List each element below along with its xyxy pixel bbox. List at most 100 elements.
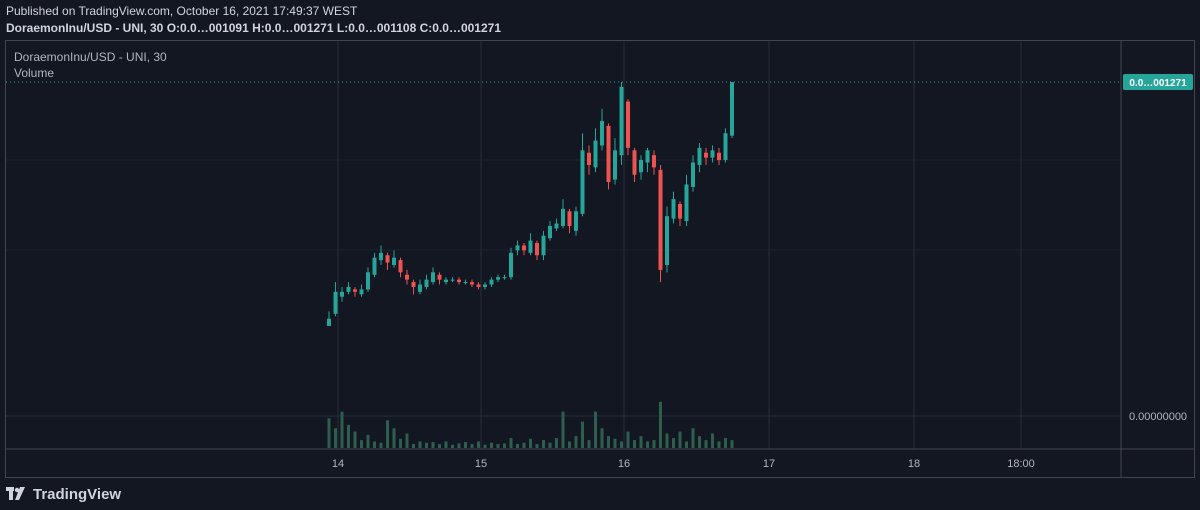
- volume-bar: [659, 401, 662, 448]
- time-tick-label: 16: [618, 458, 630, 470]
- volume-bar: [522, 442, 526, 448]
- published-caption: Published on TradingView.com, October 16…: [6, 4, 358, 18]
- volume-bar: [568, 441, 571, 448]
- volume-bar: [555, 438, 558, 448]
- candle-body: [457, 279, 461, 283]
- candle-body: [327, 318, 331, 326]
- candle-body: [424, 279, 429, 287]
- candle-body: [723, 133, 728, 161]
- candle-body: [574, 211, 578, 231]
- price-tick-zero: 0.00000000: [1129, 411, 1187, 423]
- volume-bar: [490, 442, 493, 448]
- candle-body: [463, 282, 468, 284]
- volume-bar: [594, 411, 597, 448]
- candle-body: [561, 208, 565, 226]
- chart-frame: [5, 40, 1195, 478]
- candle-body: [333, 291, 338, 314]
- candle-body: [385, 255, 390, 263]
- candle-body: [691, 162, 695, 187]
- volume-bar: [535, 444, 539, 448]
- candle-body: [359, 289, 364, 295]
- legend-volume: Volume: [14, 66, 55, 80]
- time-tick-label: 17: [763, 458, 775, 470]
- volume-bar: [613, 438, 617, 448]
- candle-body: [619, 86, 624, 156]
- time-tick-label: 18: [908, 458, 920, 470]
- volume-bar: [373, 441, 376, 448]
- volume-bar: [340, 411, 344, 448]
- volume-bar: [496, 444, 500, 448]
- candle-body: [366, 272, 370, 290]
- candle-body: [340, 291, 344, 297]
- close-label: C:: [419, 21, 433, 35]
- candle-body: [392, 257, 396, 265]
- candle-body: [398, 260, 403, 273]
- volume-bar: [451, 444, 454, 448]
- chart-axes: 0.0…001271 0.00000000 14 15 16 17 18 18:00: [6, 41, 1194, 477]
- volume-bar: [353, 431, 357, 448]
- candle-body: [450, 279, 455, 281]
- high-value: 0.0…001271: [264, 21, 334, 35]
- volume-bar: [347, 424, 350, 448]
- tradingview-logo[interactable]: TradingView: [6, 484, 121, 504]
- volume-bar: [665, 433, 669, 448]
- volume-bar: [412, 444, 415, 448]
- candle-body: [606, 125, 611, 183]
- candle-body: [658, 169, 663, 270]
- volume-bar: [587, 440, 591, 448]
- volume-bar: [704, 440, 708, 448]
- candle-body: [593, 140, 598, 168]
- volume-bar: [327, 418, 331, 448]
- volume-bar: [678, 431, 682, 448]
- volume-bar: [581, 421, 584, 448]
- candle-body: [379, 252, 383, 261]
- chart-grid: [6, 41, 1120, 449]
- candle-body: [554, 223, 559, 229]
- candle-body: [431, 272, 435, 283]
- volume-bar: [698, 436, 701, 448]
- candle-body: [509, 252, 513, 278]
- low-label: L:: [336, 21, 349, 35]
- last-price-tag: [1123, 74, 1193, 90]
- volume-bar: [509, 438, 513, 448]
- volume-bar: [607, 436, 610, 448]
- candle-body: [437, 274, 442, 280]
- tradingview-logo-icon: [6, 487, 25, 500]
- volume-bar: [639, 436, 643, 448]
- candle-body: [626, 101, 630, 148]
- volume-bar: [717, 441, 721, 448]
- volume-bar: [483, 444, 487, 448]
- candle-body: [587, 152, 591, 165]
- candlesticks: [327, 82, 734, 326]
- last-price-label: 0.0…001271: [1129, 78, 1187, 89]
- volume-bar: [626, 431, 630, 448]
- volume-bar: [529, 438, 532, 448]
- volume-bar: [477, 441, 480, 448]
- high-label: H:: [252, 21, 265, 35]
- tradingview-brand: TradingView: [33, 485, 122, 503]
- candle-body: [548, 225, 552, 239]
- candle-body: [580, 150, 585, 214]
- volume-bar: [685, 441, 688, 448]
- volume-bar: [444, 441, 448, 448]
- candle-body: [652, 155, 656, 168]
- time-tick-label: 15: [475, 458, 487, 470]
- volume-bar: [561, 411, 565, 448]
- close-value: 0.0…001271: [432, 21, 502, 35]
- time-tick-label: 14: [332, 458, 344, 470]
- volume-bar: [334, 428, 337, 448]
- candle-body: [522, 245, 526, 251]
- candle-body: [483, 284, 487, 287]
- candle-body: [639, 160, 643, 173]
- candle-body: [613, 150, 617, 180]
- candle-body: [470, 282, 474, 285]
- candle-body: [717, 152, 721, 161]
- volume-bars: [327, 401, 734, 448]
- candle-body: [535, 243, 539, 256]
- candle-body: [710, 150, 715, 158]
- volume-bar: [574, 436, 578, 448]
- candle-body: [697, 147, 702, 165]
- volume-bar: [672, 438, 675, 448]
- volume-bar: [542, 440, 545, 448]
